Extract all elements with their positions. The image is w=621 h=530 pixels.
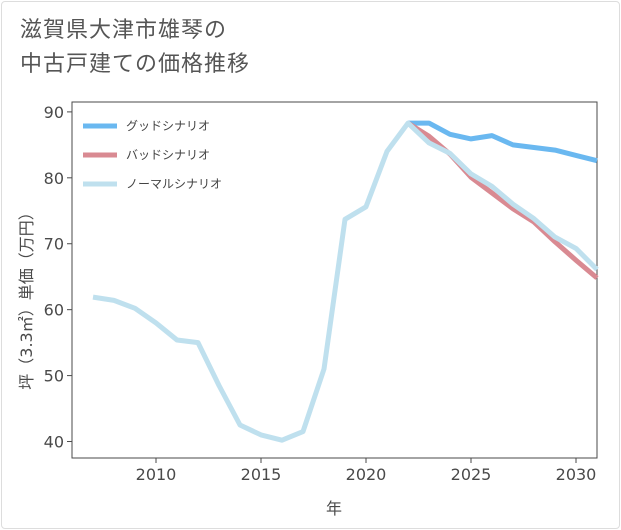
series-line-2 [92,120,599,443]
y-tick-label: 70 [44,235,64,254]
y-axis: 40 50 60 70 80 90 [44,103,72,452]
x-tick-label: 2010 [136,465,177,484]
y-tick-label: 60 [44,301,64,320]
y-tick-label: 40 [44,433,64,452]
title-line-2: 中古戸建ての価格推移 [20,52,251,77]
x-tick-label: 2025 [451,465,492,484]
y-tick-label: 80 [44,169,64,188]
y-tick-label: 50 [44,367,64,386]
series-lines [92,120,599,443]
x-tick-label: 2015 [241,465,282,484]
series-line-0 [408,120,598,164]
series-line-1 [406,120,599,280]
plot-frame [71,101,598,459]
y-axis-title: 坪（3.3㎡）単価（万円） [17,204,36,389]
legend-label-1: バッドシナリオ [126,148,210,162]
x-axis: 2010 2015 2020 2025 2030 [136,458,597,484]
legend-label-0: グッドシナリオ [126,119,210,133]
y-tick-label: 90 [44,103,64,122]
x-tick-label: 2030 [556,465,597,484]
x-tick-label: 2020 [346,465,387,484]
title-line-1: 滋賀県大津市雄琴の [20,18,228,43]
chart-title: 滋賀県大津市雄琴の 中古戸建ての価格推移 [20,14,250,82]
x-axis-title: 年 [326,499,342,518]
legend-label-2: ノーマルシナリオ [126,177,222,191]
